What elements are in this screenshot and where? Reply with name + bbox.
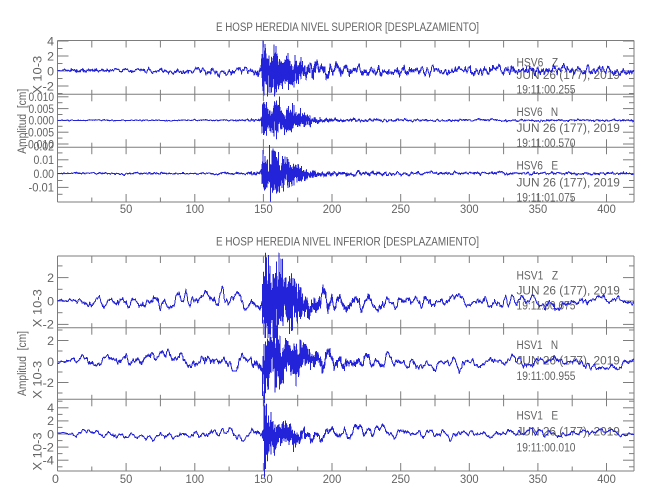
svg-text:X 10-3: X 10-3 [31, 361, 45, 399]
svg-text:200: 200 [323, 472, 342, 486]
svg-text:200: 200 [323, 202, 342, 216]
svg-text:X 10-3: X 10-3 [31, 289, 45, 327]
svg-text:300: 300 [460, 472, 479, 486]
svg-text:19:11:00.955: 19:11:00.955 [517, 369, 576, 383]
svg-text:JUN 26 (177), 2019: JUN 26 (177), 2019 [517, 284, 620, 298]
svg-text:300: 300 [460, 202, 479, 216]
svg-text:150: 150 [254, 202, 273, 216]
svg-text:-2: -2 [43, 440, 55, 454]
svg-text:-2: -2 [43, 376, 55, 390]
svg-text:0: 0 [47, 355, 54, 369]
svg-text:150: 150 [254, 472, 273, 486]
svg-text:100: 100 [186, 202, 205, 216]
svg-text:0.005: 0.005 [29, 102, 55, 116]
svg-text:19:11:01.075: 19:11:01.075 [517, 190, 576, 204]
svg-text:100: 100 [186, 472, 205, 486]
svg-text:-2: -2 [43, 79, 55, 93]
svg-text:4: 4 [47, 34, 54, 48]
svg-text:4: 4 [47, 401, 54, 415]
svg-text:-2: -2 [43, 318, 55, 332]
svg-text:2: 2 [47, 271, 54, 285]
svg-text:19:11:00.255: 19:11:00.255 [517, 82, 576, 96]
svg-text:0: 0 [47, 427, 54, 441]
svg-text:0: 0 [47, 64, 54, 78]
svg-text:250: 250 [391, 472, 410, 486]
svg-text:HSV6 E: HSV6 E [517, 159, 559, 173]
svg-text:-0.005: -0.005 [25, 126, 55, 140]
svg-text:0: 0 [52, 472, 59, 486]
svg-text:0: 0 [47, 294, 54, 308]
svg-text:350: 350 [529, 472, 548, 486]
svg-text:2: 2 [47, 334, 54, 348]
svg-text:Amplitud [cm]: Amplitud [cm] [15, 89, 29, 154]
svg-text:HSV1 E: HSV1 E [517, 409, 559, 423]
svg-text:X 10-3: X 10-3 [31, 432, 45, 470]
svg-text:JUN 26 (177), 2019: JUN 26 (177), 2019 [517, 121, 620, 135]
svg-text:-4: -4 [43, 454, 55, 468]
svg-text:JUN 26 (177), 2019: JUN 26 (177), 2019 [517, 175, 620, 189]
svg-text:X 10-3: X 10-3 [31, 56, 45, 94]
svg-text:-0.010: -0.010 [25, 137, 55, 151]
svg-text:JUN 26 (177), 2019: JUN 26 (177), 2019 [517, 354, 620, 368]
svg-text:E HOSP HEREDIA NIVEL INFERIOR: E HOSP HEREDIA NIVEL INFERIOR [DESPLAZAM… [216, 235, 479, 249]
svg-text:0.02: 0.02 [34, 140, 55, 154]
svg-text:400: 400 [597, 472, 616, 486]
svg-text:2: 2 [47, 414, 54, 428]
svg-text:0.010: 0.010 [29, 90, 55, 104]
svg-text:50: 50 [120, 472, 132, 486]
svg-text:400: 400 [597, 202, 616, 216]
svg-text:350: 350 [529, 202, 548, 216]
svg-text:0.01: 0.01 [34, 153, 55, 167]
svg-text:HSV1 Z: HSV1 Z [517, 269, 559, 283]
svg-text:0.00: 0.00 [34, 167, 55, 181]
svg-text:19:11:00.010: 19:11:00.010 [517, 441, 576, 455]
svg-text:Amplitud [cm]: Amplitud [cm] [15, 331, 29, 396]
svg-text:HSV1 N: HSV1 N [517, 338, 559, 352]
svg-text:HSV6 N: HSV6 N [517, 105, 559, 119]
svg-text:JUN 26 (177), 2019: JUN 26 (177), 2019 [517, 425, 620, 439]
svg-text:250: 250 [391, 202, 410, 216]
svg-text:E HOSP HEREDIA NIVEL SUPERIOR: E HOSP HEREDIA NIVEL SUPERIOR [DESPLAZAM… [216, 20, 479, 34]
svg-text:0.000: 0.000 [29, 114, 55, 128]
svg-text:19:11:00.570: 19:11:00.570 [517, 136, 576, 150]
svg-text:2: 2 [47, 49, 54, 63]
svg-text:50: 50 [120, 202, 132, 216]
svg-text:HSV6 Z: HSV6 Z [517, 56, 559, 70]
svg-text:-0.01: -0.01 [29, 181, 55, 195]
